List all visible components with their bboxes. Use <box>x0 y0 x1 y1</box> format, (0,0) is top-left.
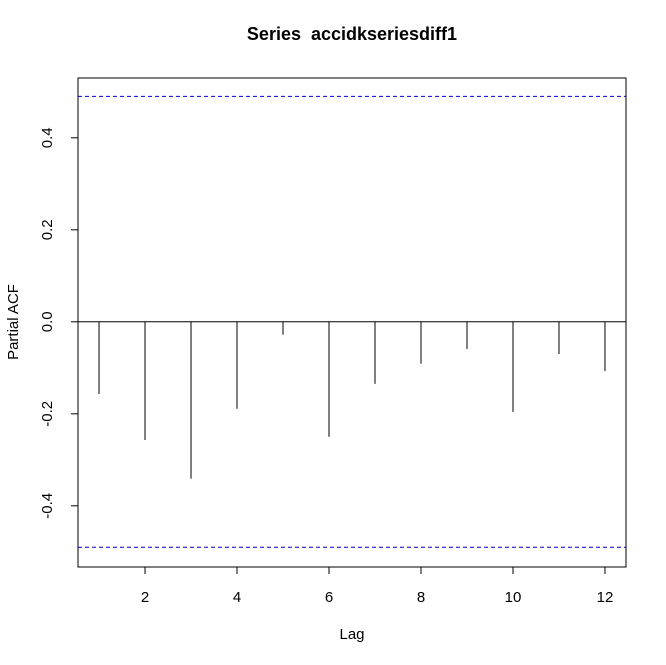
x-tick-label: 8 <box>417 589 425 606</box>
y-tick-label: -0.2 <box>39 401 56 427</box>
y-tick-label: -0.4 <box>39 493 56 519</box>
chart-title: Series accidkseriesdiff1 <box>247 24 457 44</box>
x-tick-label: 12 <box>597 589 614 606</box>
x-tick-label: 6 <box>325 589 333 606</box>
x-axis-label: Lag <box>339 626 364 643</box>
y-tick-label: 0.0 <box>39 311 56 332</box>
x-tick-label: 4 <box>233 589 241 606</box>
x-tick-label: 10 <box>505 589 522 606</box>
y-axis-label: Partial ACF <box>5 284 22 360</box>
x-tick-label: 2 <box>141 589 149 606</box>
y-tick-label: 0.2 <box>39 219 56 240</box>
y-tick-label: 0.4 <box>39 127 56 148</box>
plot-frame <box>77 77 627 568</box>
